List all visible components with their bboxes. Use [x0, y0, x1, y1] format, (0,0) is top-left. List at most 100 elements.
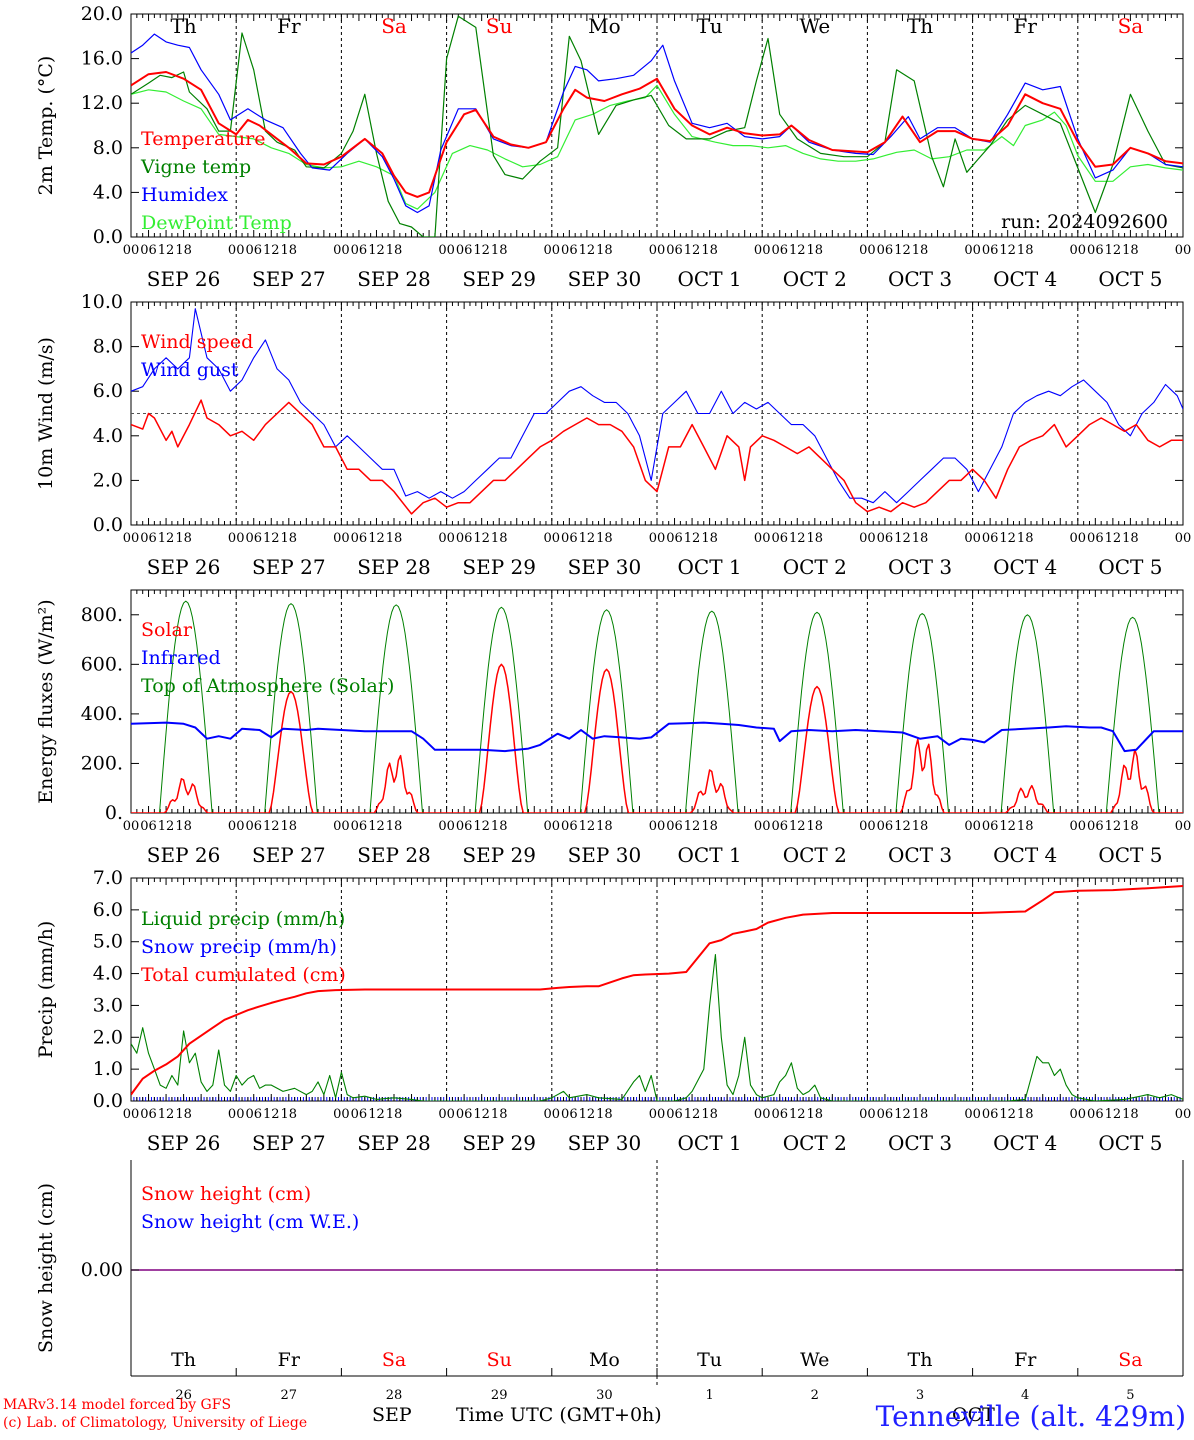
hour-label: 18	[596, 243, 613, 258]
hour-label: 00	[754, 819, 771, 834]
hour-label: 12	[473, 819, 490, 834]
hour-label: 00	[754, 531, 771, 546]
hour-label: 18	[807, 243, 824, 258]
day-number: 27	[281, 1388, 298, 1403]
hour-label: 12	[158, 243, 175, 258]
hour-label: 00	[123, 819, 140, 834]
weekday-label: Th	[908, 1349, 933, 1371]
y-tick-label: 8.0	[93, 336, 123, 358]
hour-label: 12	[158, 819, 175, 834]
weekday-label: Fr	[1014, 1349, 1037, 1371]
series-speed	[131, 399, 1183, 515]
hour-label: 00	[1175, 243, 1192, 258]
hour-label: 12	[263, 531, 280, 546]
hour-label: 18	[386, 1107, 403, 1122]
series-liquid	[131, 953, 1183, 1101]
series-toa	[236, 603, 342, 813]
hour-label: 12	[579, 243, 596, 258]
y-tick-label: 200.	[81, 752, 123, 774]
month-label-sep: SEP	[372, 1404, 412, 1426]
y-tick-label: 5.0	[93, 931, 123, 953]
hour-label: 06	[561, 243, 578, 258]
series-solar	[446, 663, 552, 813]
hour-label: 12	[368, 819, 385, 834]
date-label: SEP 30	[568, 1131, 642, 1155]
hour-label: 00	[859, 531, 876, 546]
temperature-series	[131, 15, 1183, 237]
hour-label: 12	[1105, 1107, 1122, 1122]
date-label: SEP 28	[357, 555, 431, 579]
date-label: OCT 5	[1098, 555, 1162, 579]
y-tick-label: 4.0	[93, 425, 123, 447]
hour-label: 12	[368, 1107, 385, 1122]
y-tick-label: 800.	[81, 604, 123, 626]
hour-label: 00	[438, 243, 455, 258]
series-toa	[131, 600, 237, 813]
hour-label: 18	[807, 531, 824, 546]
series-solar	[762, 685, 868, 813]
date-label: OCT 4	[993, 843, 1057, 867]
hour-label: 12	[894, 1107, 911, 1122]
day-number: 29	[491, 1388, 508, 1403]
hour-label: 18	[912, 531, 929, 546]
legend-item: Top of Atmosphere (Solar)	[141, 675, 394, 697]
hour-label: 18	[386, 819, 403, 834]
hour-label: 06	[140, 819, 157, 834]
hour-label: 00	[228, 819, 245, 834]
hour-label: 12	[894, 243, 911, 258]
hour-label: 18	[281, 1107, 298, 1122]
date-label: SEP 28	[357, 267, 431, 291]
hour-label: 18	[1017, 819, 1034, 834]
weekday-label: We	[799, 14, 830, 38]
y-tick-label: 2.0	[93, 469, 123, 491]
date-label: SEP 27	[252, 555, 326, 579]
hour-label: 06	[351, 1107, 368, 1122]
hour-label: 12	[579, 1107, 596, 1122]
hour-label: 06	[877, 243, 894, 258]
hour-label: 18	[596, 531, 613, 546]
hour-label: 00	[649, 531, 666, 546]
hour-label: 12	[579, 531, 596, 546]
day-number: 28	[386, 1388, 403, 1403]
day-number: 5	[1126, 1388, 1134, 1403]
hour-label: 06	[351, 243, 368, 258]
hour-label: 18	[491, 819, 508, 834]
hour-label: 06	[245, 819, 262, 834]
hour-label: 00	[964, 531, 981, 546]
temperature-panel: 0.0 4.0 8.0 12.0 16.0 20.0 2m Temp. (°C) Th Fr Sa…	[35, 3, 1191, 291]
series-toa	[1077, 616, 1183, 813]
series-toa	[972, 614, 1078, 813]
hour-label: 00	[438, 819, 455, 834]
hour-label: 12	[999, 243, 1016, 258]
hour-label: 18	[596, 819, 613, 834]
hour-label: 00	[544, 819, 561, 834]
hour-label: 06	[771, 819, 788, 834]
hour-label: 18	[1122, 1107, 1139, 1122]
date-label: OCT 1	[678, 843, 742, 867]
hour-label: 18	[596, 1107, 613, 1122]
day-number: 30	[596, 1388, 613, 1403]
hour-label: 06	[666, 243, 683, 258]
hour-label: 12	[999, 819, 1016, 834]
hour-label: 12	[473, 243, 490, 258]
series-solar	[551, 668, 657, 813]
legend-item: Snow height (cm W.E.)	[141, 1211, 359, 1233]
legend-item: Vigne temp	[140, 156, 251, 178]
hour-label: 18	[807, 819, 824, 834]
weekday-label: Tu	[697, 1349, 722, 1371]
hour-label: 00	[754, 1107, 771, 1122]
energy-panel: 0. 200. 400. 600. 800. Energy fluxes (W/m²) So…	[35, 589, 1191, 867]
hour-label: 18	[281, 819, 298, 834]
hour-label: 12	[789, 819, 806, 834]
hour-label: 12	[894, 531, 911, 546]
hour-label: 12	[1105, 243, 1122, 258]
hour-label: 18	[912, 243, 929, 258]
series-cumulated	[131, 885, 1183, 1096]
date-label: OCT 1	[678, 1131, 742, 1155]
date-label: OCT 5	[1098, 1131, 1162, 1155]
hour-label: 06	[666, 531, 683, 546]
date-label: OCT 3	[888, 555, 952, 579]
y-tick-label: 0.	[105, 802, 123, 824]
y-tick-label: 600.	[81, 653, 123, 675]
wind-panel: 0.0 2.0 4.0 6.0 8.0 10.0 10m Wind (m/s) Wind sp…	[35, 291, 1191, 579]
